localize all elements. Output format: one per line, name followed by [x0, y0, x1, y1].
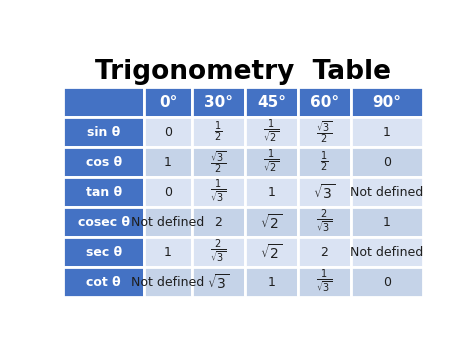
Bar: [63, 117, 145, 147]
Bar: [245, 267, 298, 297]
Text: $\frac{2}{\sqrt{3}}$: $\frac{2}{\sqrt{3}}$: [316, 208, 332, 236]
Bar: [192, 237, 245, 267]
Bar: [63, 147, 145, 177]
Bar: [192, 267, 245, 297]
Bar: [192, 147, 245, 177]
Bar: [351, 237, 423, 267]
Text: 1: 1: [267, 276, 275, 289]
Bar: [351, 87, 423, 117]
Text: $\frac{1}{\sqrt{3}}$: $\frac{1}{\sqrt{3}}$: [316, 268, 332, 297]
Bar: [145, 177, 192, 207]
Bar: [192, 117, 245, 147]
Bar: [245, 87, 298, 117]
Bar: [245, 117, 298, 147]
Bar: [63, 87, 145, 117]
Bar: [145, 147, 192, 177]
Text: Not defined: Not defined: [350, 186, 424, 199]
Text: $\sqrt{2}$: $\sqrt{2}$: [260, 243, 283, 262]
Text: Not defined: Not defined: [131, 276, 205, 289]
Text: $\sqrt{3}$: $\sqrt{3}$: [207, 273, 229, 292]
Bar: [145, 87, 192, 117]
Text: Trigonometry  Table: Trigonometry Table: [95, 59, 391, 85]
Text: $\frac{2}{\sqrt{3}}$: $\frac{2}{\sqrt{3}}$: [210, 238, 226, 266]
Bar: [63, 177, 145, 207]
Bar: [298, 207, 351, 237]
Bar: [351, 207, 423, 237]
Text: 45°: 45°: [257, 95, 286, 110]
Text: $\sqrt{3}$: $\sqrt{3}$: [313, 183, 336, 202]
Bar: [298, 177, 351, 207]
Text: cosec θ: cosec θ: [78, 216, 130, 229]
Text: 2: 2: [214, 216, 222, 229]
Bar: [63, 207, 145, 237]
Text: 90°: 90°: [373, 95, 401, 110]
Text: 1: 1: [164, 156, 172, 169]
Text: 30°: 30°: [204, 95, 233, 110]
Text: 1: 1: [383, 126, 391, 139]
Bar: [145, 117, 192, 147]
Text: $\sqrt{2}$: $\sqrt{2}$: [260, 213, 283, 232]
Text: 2: 2: [320, 246, 328, 259]
Text: 1: 1: [383, 216, 391, 229]
Text: tan θ: tan θ: [86, 186, 122, 199]
Text: 0: 0: [164, 186, 172, 199]
Bar: [298, 147, 351, 177]
Text: 0°: 0°: [159, 95, 177, 110]
Bar: [245, 147, 298, 177]
Text: Not defined: Not defined: [350, 246, 424, 259]
Bar: [351, 267, 423, 297]
Text: Not defined: Not defined: [131, 216, 205, 229]
Text: $\frac{\sqrt{3}}{2}$: $\frac{\sqrt{3}}{2}$: [316, 119, 332, 145]
Bar: [63, 267, 145, 297]
Bar: [298, 87, 351, 117]
Bar: [245, 177, 298, 207]
Bar: [351, 177, 423, 207]
Bar: [351, 147, 423, 177]
Bar: [245, 207, 298, 237]
Bar: [245, 237, 298, 267]
Text: $\frac{\sqrt{3}}{2}$: $\frac{\sqrt{3}}{2}$: [210, 149, 226, 175]
Bar: [192, 177, 245, 207]
Bar: [298, 237, 351, 267]
Bar: [351, 117, 423, 147]
Bar: [192, 207, 245, 237]
Bar: [145, 267, 192, 297]
Text: $\frac{1}{\sqrt{3}}$: $\frac{1}{\sqrt{3}}$: [210, 178, 226, 206]
Text: 0: 0: [383, 156, 391, 169]
Text: $\frac{1}{\sqrt{2}}$: $\frac{1}{\sqrt{2}}$: [264, 118, 279, 146]
Bar: [145, 207, 192, 237]
Bar: [63, 237, 145, 267]
Bar: [298, 267, 351, 297]
Bar: [145, 237, 192, 267]
Bar: [192, 87, 245, 117]
Text: 60°: 60°: [310, 95, 339, 110]
Text: 0: 0: [164, 126, 172, 139]
Text: cos θ: cos θ: [86, 156, 122, 169]
Text: 1: 1: [267, 186, 275, 199]
Text: cot θ: cot θ: [86, 276, 121, 289]
Text: sin θ: sin θ: [87, 126, 120, 139]
Text: 0: 0: [383, 276, 391, 289]
Text: $\frac{1}{2}$: $\frac{1}{2}$: [214, 120, 222, 144]
Text: $\frac{1}{\sqrt{2}}$: $\frac{1}{\sqrt{2}}$: [264, 148, 279, 176]
Text: sec θ: sec θ: [86, 246, 122, 259]
Text: 1: 1: [164, 246, 172, 259]
Bar: [298, 117, 351, 147]
Text: $\frac{1}{2}$: $\frac{1}{2}$: [320, 150, 328, 174]
